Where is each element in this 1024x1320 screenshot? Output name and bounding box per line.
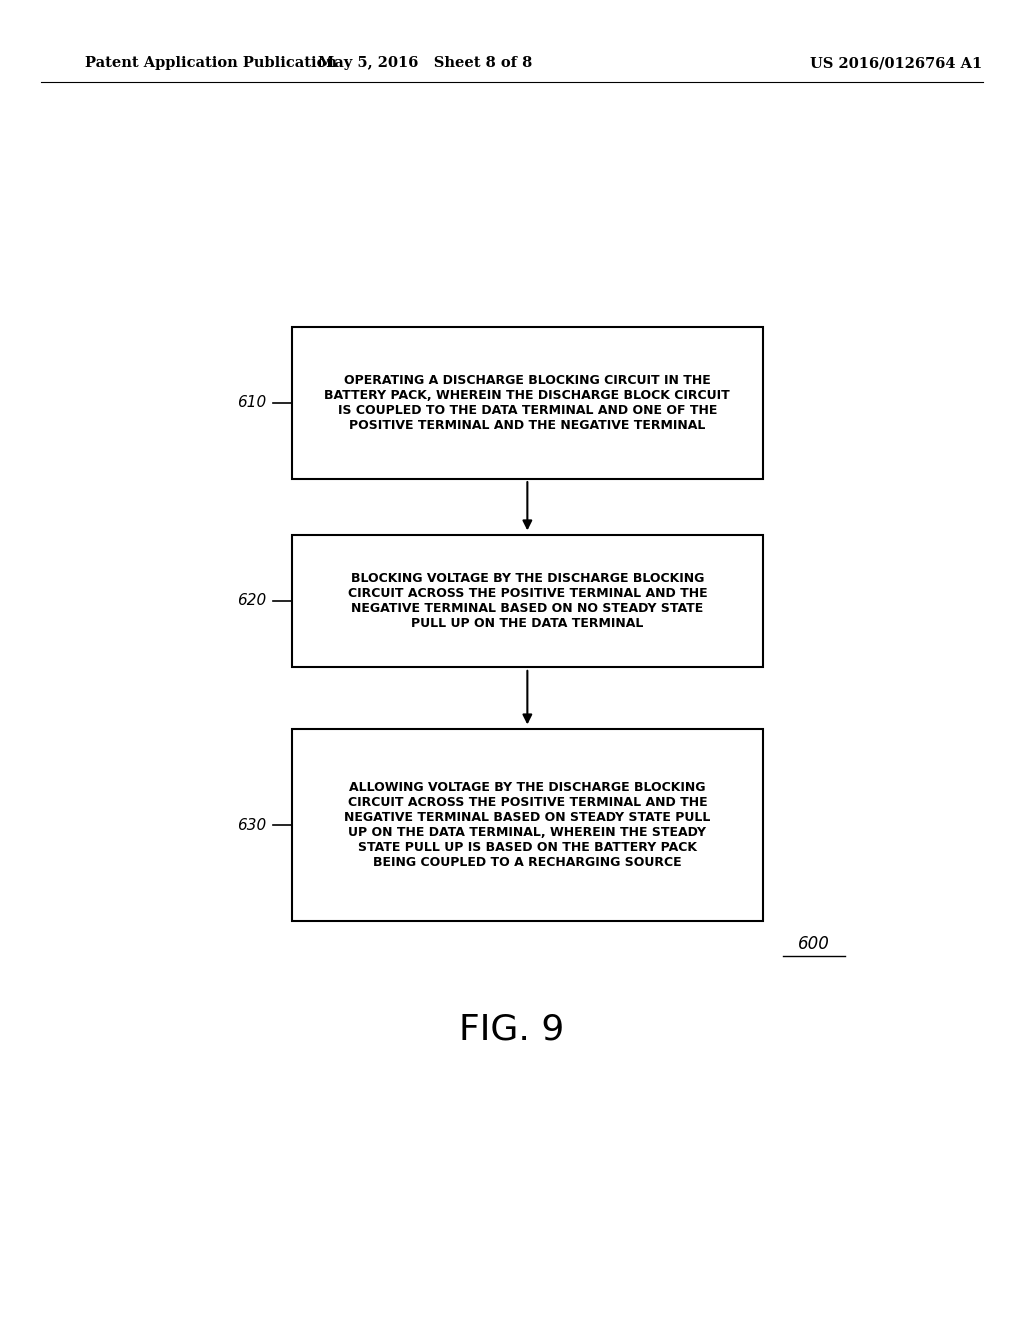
- Text: FIG. 9: FIG. 9: [460, 1012, 564, 1047]
- Text: 630: 630: [237, 817, 266, 833]
- Text: BLOCKING VOLTAGE BY THE DISCHARGE BLOCKING
CIRCUIT ACROSS THE POSITIVE TERMINAL : BLOCKING VOLTAGE BY THE DISCHARGE BLOCKI…: [347, 572, 708, 630]
- FancyBboxPatch shape: [292, 729, 763, 921]
- Text: ALLOWING VOLTAGE BY THE DISCHARGE BLOCKING
CIRCUIT ACROSS THE POSITIVE TERMINAL : ALLOWING VOLTAGE BY THE DISCHARGE BLOCKI…: [344, 781, 711, 869]
- Text: Patent Application Publication: Patent Application Publication: [85, 57, 337, 70]
- Text: May 5, 2016   Sheet 8 of 8: May 5, 2016 Sheet 8 of 8: [317, 57, 532, 70]
- FancyBboxPatch shape: [292, 327, 763, 479]
- Text: US 2016/0126764 A1: US 2016/0126764 A1: [810, 57, 982, 70]
- FancyBboxPatch shape: [292, 535, 763, 667]
- Text: 620: 620: [237, 593, 266, 609]
- Text: OPERATING A DISCHARGE BLOCKING CIRCUIT IN THE
BATTERY PACK, WHEREIN THE DISCHARG: OPERATING A DISCHARGE BLOCKING CIRCUIT I…: [325, 374, 730, 432]
- Text: 600: 600: [798, 935, 830, 953]
- Text: 610: 610: [237, 395, 266, 411]
